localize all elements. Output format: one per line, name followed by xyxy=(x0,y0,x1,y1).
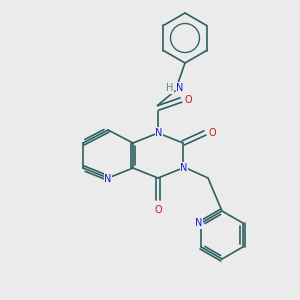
Text: N: N xyxy=(104,174,112,184)
Text: N: N xyxy=(180,163,188,173)
Text: N: N xyxy=(155,128,163,138)
Text: H: H xyxy=(166,83,174,93)
Text: N: N xyxy=(194,218,202,228)
Text: O: O xyxy=(208,128,216,138)
Text: N: N xyxy=(176,83,184,93)
Text: O: O xyxy=(154,205,162,215)
Text: O: O xyxy=(184,95,192,105)
